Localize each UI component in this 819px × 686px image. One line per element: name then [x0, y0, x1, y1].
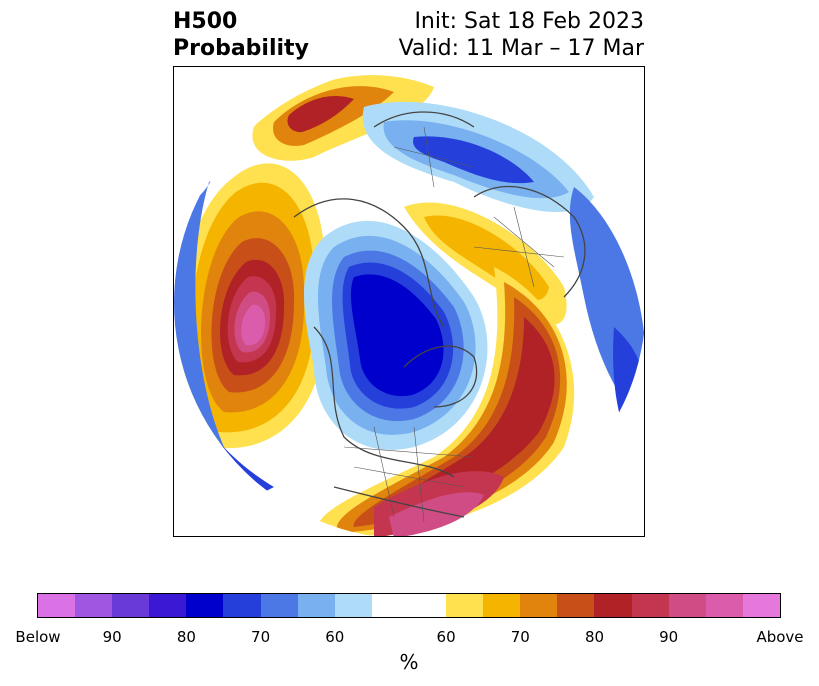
colorbar-segment: [112, 594, 150, 617]
colorbar-tick-label: 90: [659, 628, 679, 646]
country-borders: [343, 126, 565, 523]
colorbar-segment: [334, 594, 372, 617]
eurasia-negative-anomaly: [362, 101, 594, 213]
colorbar-tick-label: 70: [251, 628, 271, 646]
colorbar-tick-label: Below: [15, 628, 61, 646]
colorbar-segment: [408, 594, 447, 617]
colorbar-segment: [297, 594, 335, 617]
colorbar-segment: [557, 594, 595, 617]
colorbar-tick-label: 70: [510, 628, 530, 646]
colorbar-segment: [631, 594, 669, 617]
scandinavia-positive-anomaly: [252, 75, 434, 161]
colorbar-segment: [446, 594, 484, 617]
colorbar-segment: [38, 594, 76, 617]
colorbar-segment: [742, 594, 780, 617]
colorbar-segment: [705, 594, 743, 617]
colorbar-unit: %: [399, 650, 419, 674]
colorbar-tick-label: 60: [325, 628, 345, 646]
colorbar-segment: [75, 594, 113, 617]
colorbar-segment: [186, 594, 224, 617]
colorbar-tick-label: 90: [102, 628, 122, 646]
title-right: Init: Sat 18 Feb 2023 Valid: 11 Mar – 17…: [399, 8, 644, 62]
colorbar-tick-label: 60: [436, 628, 456, 646]
colorbar-tick-label: Above: [756, 628, 804, 646]
colorbar-tick-label: 80: [584, 628, 605, 646]
valid-range: Valid: 11 Mar – 17 Mar: [398, 36, 644, 61]
title-probability: Probability: [173, 36, 309, 61]
colorbar-segment: [223, 594, 261, 617]
colorbar-segment: [520, 594, 558, 617]
atlantic-positive-anomaly: [317, 267, 575, 536]
title-left: H500 Probability: [173, 8, 309, 62]
colorbar-segment: [483, 594, 521, 617]
colorbar-segment: [594, 594, 632, 617]
coastlines: [293, 111, 586, 518]
colorbar-segment: [668, 594, 706, 617]
colorbar-segment: [371, 594, 409, 617]
colorbar-segment: [260, 594, 298, 617]
arctic-negative-anomaly: [304, 220, 488, 450]
pacific-positive-anomaly: [178, 163, 326, 449]
polar-map: [174, 67, 644, 536]
colorbar-segment: [149, 594, 187, 617]
map-panel: [173, 66, 645, 537]
colorbar: [37, 593, 781, 618]
title-variable: H500: [173, 9, 238, 34]
init-date: Init: Sat 18 Feb 2023: [414, 9, 644, 34]
colorbar-tick-label: 80: [176, 628, 196, 646]
